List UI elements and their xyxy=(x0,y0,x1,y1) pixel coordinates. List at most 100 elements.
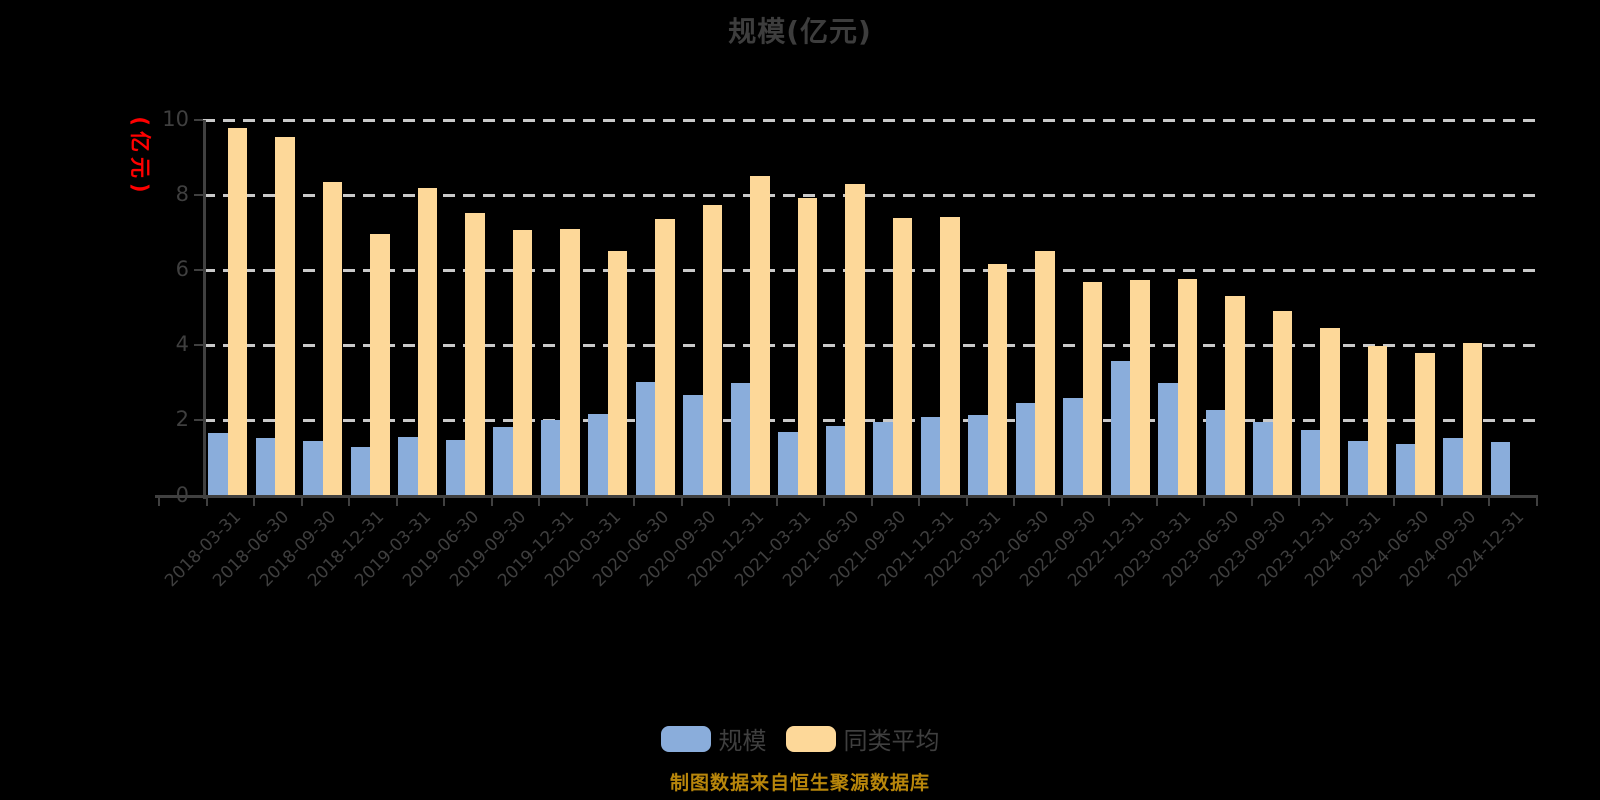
bar-规模-2022-12-31[interactable] xyxy=(1110,360,1130,496)
bar-规模-2023-12-31[interactable] xyxy=(1300,429,1320,496)
y-axis-label: 6 xyxy=(175,257,189,282)
data-source-note: 制图数据来自恒生聚源数据库 xyxy=(669,772,930,794)
legend-label: 同类平均 xyxy=(843,727,940,755)
y-axis-label: 4 xyxy=(175,332,189,357)
x-axis-tick xyxy=(1155,497,1158,506)
x-axis-tick xyxy=(775,497,778,506)
bar-规模-2020-06-30[interactable] xyxy=(635,382,655,496)
bar-规模-2020-12-31[interactable] xyxy=(730,383,750,496)
y-axis-tick xyxy=(194,494,203,497)
y-axis-label: 0 xyxy=(175,482,189,507)
x-axis-tick xyxy=(538,497,540,506)
gridline-10 xyxy=(203,118,1538,122)
bar-规模-2021-09-30[interactable] xyxy=(873,422,893,496)
bar-同类平均-2024-03-31[interactable] xyxy=(1367,346,1387,496)
y-axis-tick xyxy=(194,119,203,121)
bar-同类平均-2022-03-31[interactable] xyxy=(987,263,1007,496)
bar-规模-2021-12-31[interactable] xyxy=(920,417,940,496)
bar-规模-2019-09-30[interactable] xyxy=(493,427,513,496)
bar-同类平均-2021-03-31[interactable] xyxy=(797,198,817,496)
x-axis-tick xyxy=(1298,497,1300,506)
bar-同类平均-2023-06-30[interactable] xyxy=(1225,295,1245,496)
bar-规模-2022-03-31[interactable] xyxy=(968,414,988,496)
x-axis-tick xyxy=(585,497,588,506)
y-axis-line xyxy=(203,120,206,499)
bar-规模-2024-09-30[interactable] xyxy=(1443,438,1463,496)
x-axis-tick xyxy=(348,497,350,506)
bar-规模-2021-03-31[interactable] xyxy=(778,431,798,496)
bar-规模-2019-12-31[interactable] xyxy=(540,420,560,496)
bar-同类平均-2018-06-30[interactable] xyxy=(275,136,295,496)
bar-规模-2022-06-30[interactable] xyxy=(1015,403,1035,496)
bar-规模-2019-06-30[interactable] xyxy=(445,440,465,496)
gridline-8 xyxy=(203,193,1538,197)
bar-同类平均-2019-06-30[interactable] xyxy=(465,212,485,496)
bar-同类平均-2019-09-30[interactable] xyxy=(512,230,532,496)
bar-规模-2019-03-31[interactable] xyxy=(398,437,418,496)
bar-同类平均-2020-06-30[interactable] xyxy=(655,219,675,496)
bar-同类平均-2021-06-30[interactable] xyxy=(845,184,865,496)
bar-同类平均-2022-12-31[interactable] xyxy=(1130,279,1150,496)
y-axis-label: 10 xyxy=(162,107,189,131)
gridline-4 xyxy=(203,343,1538,347)
bar-同类平均-2021-12-31[interactable] xyxy=(940,216,960,496)
x-axis-tick xyxy=(823,497,825,506)
bar-规模-2020-09-30[interactable] xyxy=(683,394,703,496)
bar-规模-2024-12-31[interactable] xyxy=(1490,442,1510,496)
bar-规模-2018-09-30[interactable] xyxy=(303,441,323,496)
x-axis-line xyxy=(155,494,1538,498)
bar-同类平均-2022-06-30[interactable] xyxy=(1035,251,1055,496)
bar-同类平均-2018-12-31[interactable] xyxy=(370,234,390,496)
bar-同类平均-2021-09-30[interactable] xyxy=(892,218,912,496)
legend-item-同类平均[interactable]: 同类平均 xyxy=(785,721,940,756)
x-axis-tick xyxy=(918,497,920,506)
legend-swatch-同类平均 xyxy=(785,725,836,752)
bar-规模-2021-06-30[interactable] xyxy=(825,425,845,496)
x-axis-tick xyxy=(1013,497,1015,506)
bar-规模-2023-03-31[interactable] xyxy=(1158,382,1178,496)
bar-同类平均-2020-09-30[interactable] xyxy=(702,205,722,496)
y-axis-tick xyxy=(194,344,203,347)
x-axis-tick xyxy=(300,497,303,506)
bar-同类平均-2022-09-30[interactable] xyxy=(1082,281,1102,496)
bar-同类平均-2023-03-31[interactable] xyxy=(1177,278,1197,496)
x-axis-tick xyxy=(633,497,635,506)
bar-规模-2018-03-31[interactable] xyxy=(208,433,228,496)
bar-同类平均-2018-09-30[interactable] xyxy=(322,182,342,496)
bar-同类平均-2023-12-31[interactable] xyxy=(1320,328,1340,496)
x-axis-tick xyxy=(1250,497,1253,506)
bar-规模-2022-09-30[interactable] xyxy=(1063,397,1083,496)
bar-规模-2018-06-30[interactable] xyxy=(255,438,275,496)
bar-同类平均-2018-03-31[interactable] xyxy=(227,127,247,496)
x-axis-tick xyxy=(1393,497,1395,506)
x-axis-tick xyxy=(1535,497,1538,506)
x-axis-tick xyxy=(965,497,968,506)
legend-label: 规模 xyxy=(718,727,767,755)
legend-item-规模[interactable]: 规模 xyxy=(660,721,767,756)
bar-规模-2020-03-31[interactable] xyxy=(588,413,608,496)
x-axis-tick xyxy=(870,497,873,506)
bar-规模-2024-06-30[interactable] xyxy=(1395,444,1415,496)
y-axis-label: 2 xyxy=(175,407,189,432)
x-axis-tick xyxy=(1108,497,1110,506)
bar-同类平均-2020-03-31[interactable] xyxy=(607,250,627,496)
x-axis-tick xyxy=(490,497,493,506)
bar-规模-2023-09-30[interactable] xyxy=(1253,421,1273,496)
x-axis-tick xyxy=(443,497,445,506)
gridline-6 xyxy=(203,268,1538,272)
bar-同类平均-2020-12-31[interactable] xyxy=(750,176,770,496)
bar-规模-2024-03-31[interactable] xyxy=(1348,441,1368,496)
bar-规模-2023-06-30[interactable] xyxy=(1205,409,1225,496)
legend: 规模 同类平均 xyxy=(0,721,1600,756)
bar-同类平均-2023-09-30[interactable] xyxy=(1272,310,1292,496)
y-axis-tick xyxy=(194,269,203,272)
bar-同类平均-2024-06-30[interactable] xyxy=(1415,352,1435,496)
bar-规模-2018-12-31[interactable] xyxy=(350,447,370,496)
bar-同类平均-2024-09-30[interactable] xyxy=(1462,342,1482,496)
bar-同类平均-2019-03-31[interactable] xyxy=(417,187,437,496)
x-axis-tick xyxy=(253,497,255,506)
bar-同类平均-2019-12-31[interactable] xyxy=(560,228,580,496)
x-axis-tick xyxy=(728,497,730,506)
y-axis-label: 8 xyxy=(175,182,189,207)
